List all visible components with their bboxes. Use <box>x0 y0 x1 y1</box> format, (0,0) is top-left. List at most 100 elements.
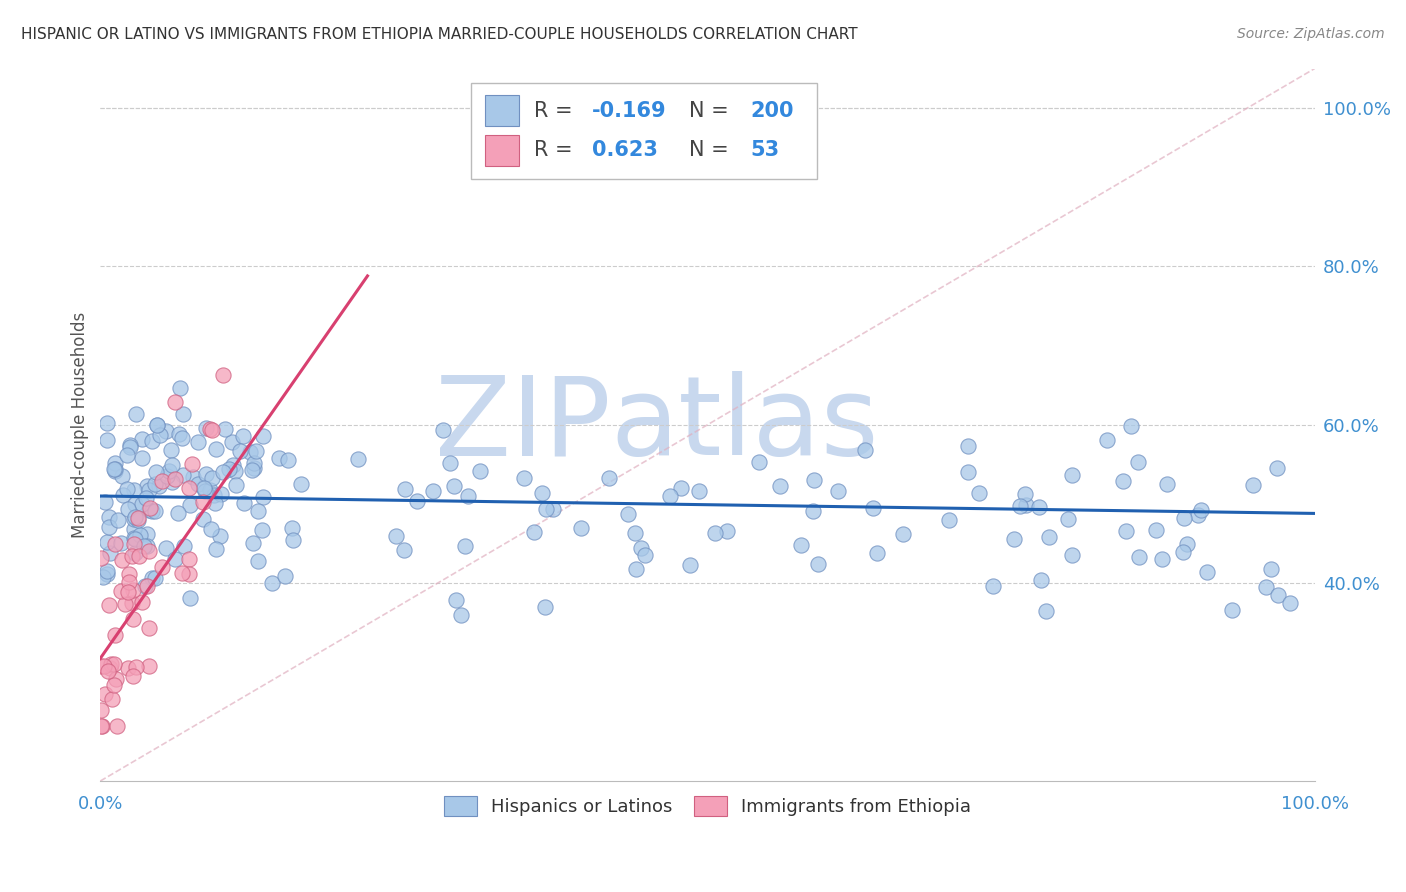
Point <box>170 566 193 580</box>
Point <box>1241 478 1264 492</box>
Point <box>136 539 159 553</box>
Point <box>98 546 121 560</box>
Point <box>222 458 245 472</box>
Point <box>1112 475 1135 489</box>
Text: HISPANIC OR LATINO VS IMMIGRANTS FROM ETHIOPIA MARRIED-COUPLE HOUSEHOLDS CORRELA: HISPANIC OR LATINO VS IMMIGRANTS FROM ET… <box>21 27 858 42</box>
Point <box>177 551 200 566</box>
Point <box>100 661 122 675</box>
Text: atlas: atlas <box>610 371 879 478</box>
Point <box>94 495 117 509</box>
Point <box>688 484 710 499</box>
Point <box>139 501 162 516</box>
Point <box>534 502 557 516</box>
Point <box>1144 524 1167 538</box>
Point <box>172 407 194 421</box>
Point <box>121 549 143 563</box>
Point <box>110 583 132 598</box>
Point <box>250 524 273 538</box>
Point <box>659 489 682 503</box>
Point <box>150 474 173 488</box>
Point <box>569 521 592 535</box>
Point <box>1119 418 1142 433</box>
Point <box>1057 512 1080 526</box>
Point <box>141 434 163 448</box>
Point <box>117 567 139 582</box>
Point <box>457 489 479 503</box>
Point <box>191 512 214 526</box>
Point <box>160 475 183 490</box>
Point <box>128 549 150 563</box>
Point <box>512 471 534 485</box>
Text: Source: ZipAtlas.com: Source: ZipAtlas.com <box>1237 27 1385 41</box>
Point <box>138 503 160 517</box>
Point <box>193 481 215 495</box>
Point <box>104 465 127 479</box>
Text: N =: N = <box>689 101 735 120</box>
Point <box>157 463 180 477</box>
Point <box>277 452 299 467</box>
Point <box>138 658 160 673</box>
Point <box>121 612 143 626</box>
Y-axis label: Married-couple Households: Married-couple Households <box>72 311 89 538</box>
Point <box>194 421 217 435</box>
Point <box>104 672 127 686</box>
Point <box>136 527 159 541</box>
Text: R =: R = <box>534 140 579 161</box>
Point <box>90 702 112 716</box>
Text: R =: R = <box>534 101 579 120</box>
Point <box>200 522 222 536</box>
Point <box>454 539 477 553</box>
Point <box>290 477 312 491</box>
Point <box>97 510 120 524</box>
Point <box>159 443 181 458</box>
Point <box>191 495 214 509</box>
Point <box>122 483 145 497</box>
Point <box>124 509 146 524</box>
Point <box>624 526 647 541</box>
Point <box>114 597 136 611</box>
Point <box>155 469 177 483</box>
Point <box>201 471 224 485</box>
Point <box>240 462 263 476</box>
Point <box>1265 461 1288 475</box>
Point <box>534 599 557 614</box>
Point <box>891 527 914 541</box>
Point <box>281 521 304 535</box>
Point <box>853 443 876 458</box>
FancyBboxPatch shape <box>485 135 519 166</box>
Point <box>112 487 135 501</box>
Point <box>94 687 117 701</box>
Legend: Hispanics or Latinos, Immigrants from Ethiopia: Hispanics or Latinos, Immigrants from Et… <box>434 787 980 825</box>
Point <box>938 513 960 527</box>
Point <box>118 441 141 455</box>
Point <box>122 582 145 597</box>
Point <box>131 498 153 512</box>
Point <box>956 465 979 479</box>
Point <box>1028 500 1050 515</box>
Point <box>198 483 221 497</box>
Point <box>229 444 252 458</box>
Point <box>1014 487 1036 501</box>
Point <box>807 557 830 571</box>
Point <box>862 500 884 515</box>
Point <box>1187 508 1209 523</box>
Point <box>1150 552 1173 566</box>
Point <box>1260 561 1282 575</box>
Point <box>179 498 201 512</box>
Point <box>122 536 145 550</box>
Point <box>120 438 142 452</box>
Point <box>127 511 149 525</box>
Text: 0.623: 0.623 <box>592 140 658 161</box>
Point <box>141 571 163 585</box>
Point <box>232 429 254 443</box>
Point <box>165 551 187 566</box>
Point <box>96 433 118 447</box>
Text: ZIP: ZIP <box>434 371 610 478</box>
Point <box>212 368 235 382</box>
Point <box>439 456 461 470</box>
Point <box>406 494 429 508</box>
Point <box>181 469 204 483</box>
Point <box>214 422 236 436</box>
Point <box>110 469 132 483</box>
Point <box>167 427 190 442</box>
